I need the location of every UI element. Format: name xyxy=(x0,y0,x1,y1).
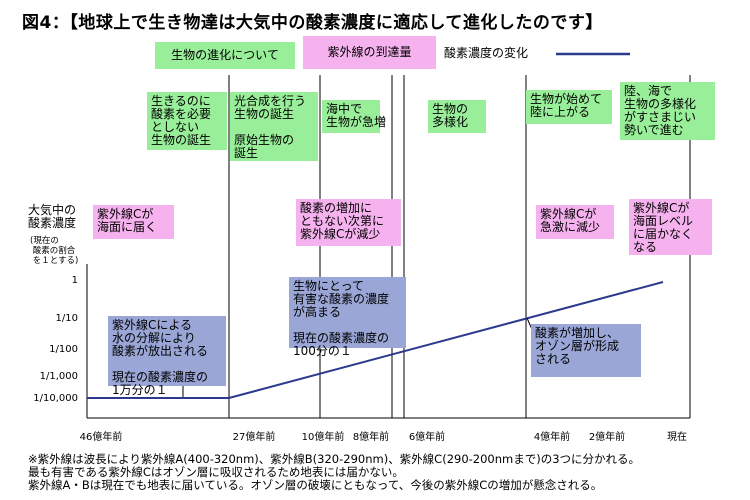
legend-uv: 紫外線の到達量 xyxy=(303,36,436,69)
oxygen-box-2: 生物にとって 有害な酸素の濃度 が高まる 現在の酸素濃度の 100分の１ xyxy=(289,277,406,358)
x-tick-8: 8億年前 xyxy=(352,432,390,443)
footnote-2: 最も有害である紫外線Cはオゾン層に吸収されるため地表には届かない。 xyxy=(28,465,404,479)
legend-oxygen-label: 酸素濃度の変化 xyxy=(444,46,529,60)
y-tick-1-10: 1/10 xyxy=(55,313,78,324)
evolution-box-3: 海中で 生物が急増 xyxy=(322,100,386,133)
oxygen-box-1: 紫外線Cによる 水の分解により 酸素が放出される 現在の酸素濃度の 1万分の１ xyxy=(108,316,226,397)
x-tick-27: 27億年前 xyxy=(232,432,276,443)
footnote-1: ※紫外線は波長により紫外線A(400-320nm)、紫外線B(320-290nm… xyxy=(28,452,641,466)
legend-evolution: 生物の進化について xyxy=(155,42,295,69)
y-axis-label: 大気中の 酸素濃度 xyxy=(28,203,77,230)
y-tick-1-100: 1/100 xyxy=(49,344,78,355)
y-tick-1-10000: 1/10,000 xyxy=(33,393,78,404)
evolution-box-1: 生きるのに 酸素を必要 としない 生物の誕生 xyxy=(147,92,227,150)
uv-box-4: 紫外線Cが 海面レベル に届かなく なる xyxy=(629,199,712,255)
page-title: 図4：【地球上で生き物達は大気中の酸素濃度に適応して進化したのです】 xyxy=(22,13,603,33)
evolution-box-5: 生物が始めて 陸に上がる xyxy=(526,90,612,124)
x-tick-now: 現在 xyxy=(667,432,687,443)
x-tick-4: 4億年前 xyxy=(533,432,571,443)
y-axis-sublabel: (現在の 酸素の割合 を１とする) xyxy=(30,236,79,266)
uv-box-2: 酸素の増加に ともない次第に 紫外線Cが減少 xyxy=(296,199,401,246)
uv-box-3: 紫外線Cが 急激に減少 xyxy=(536,205,614,239)
oxygen-line-0 xyxy=(87,281,664,399)
evolution-box-2: 光合成を行う 生物の誕生 原始生物の 誕生 xyxy=(230,92,318,161)
evolution-box-4: 生物の 多様化 xyxy=(428,100,486,133)
x-tick-10: 10億年前 xyxy=(301,432,345,443)
oxygen-series xyxy=(87,281,664,399)
x-tick-46: 46億年前 xyxy=(79,432,123,443)
evolution-box-6: 陸、海で 生物の多様化 がすさまじい 勢いで進む xyxy=(620,82,715,140)
uv-box-1: 紫外線Cが 海面に届く xyxy=(93,205,174,239)
y-tick-1: 1 xyxy=(71,275,78,286)
x-tick-6: 6億年前 xyxy=(408,432,446,443)
oxygen-box-3: 酸素が増加し、 オゾン層が形成 される xyxy=(531,324,641,377)
y-tick-1-1000: 1/1,000 xyxy=(39,371,78,382)
x-tick-2: 2億年前 xyxy=(588,432,626,443)
footnote-3: 紫外線A・Bは現在でも地表に届いている。オゾン層の破壊にともなって、今後の紫外線… xyxy=(28,478,603,492)
